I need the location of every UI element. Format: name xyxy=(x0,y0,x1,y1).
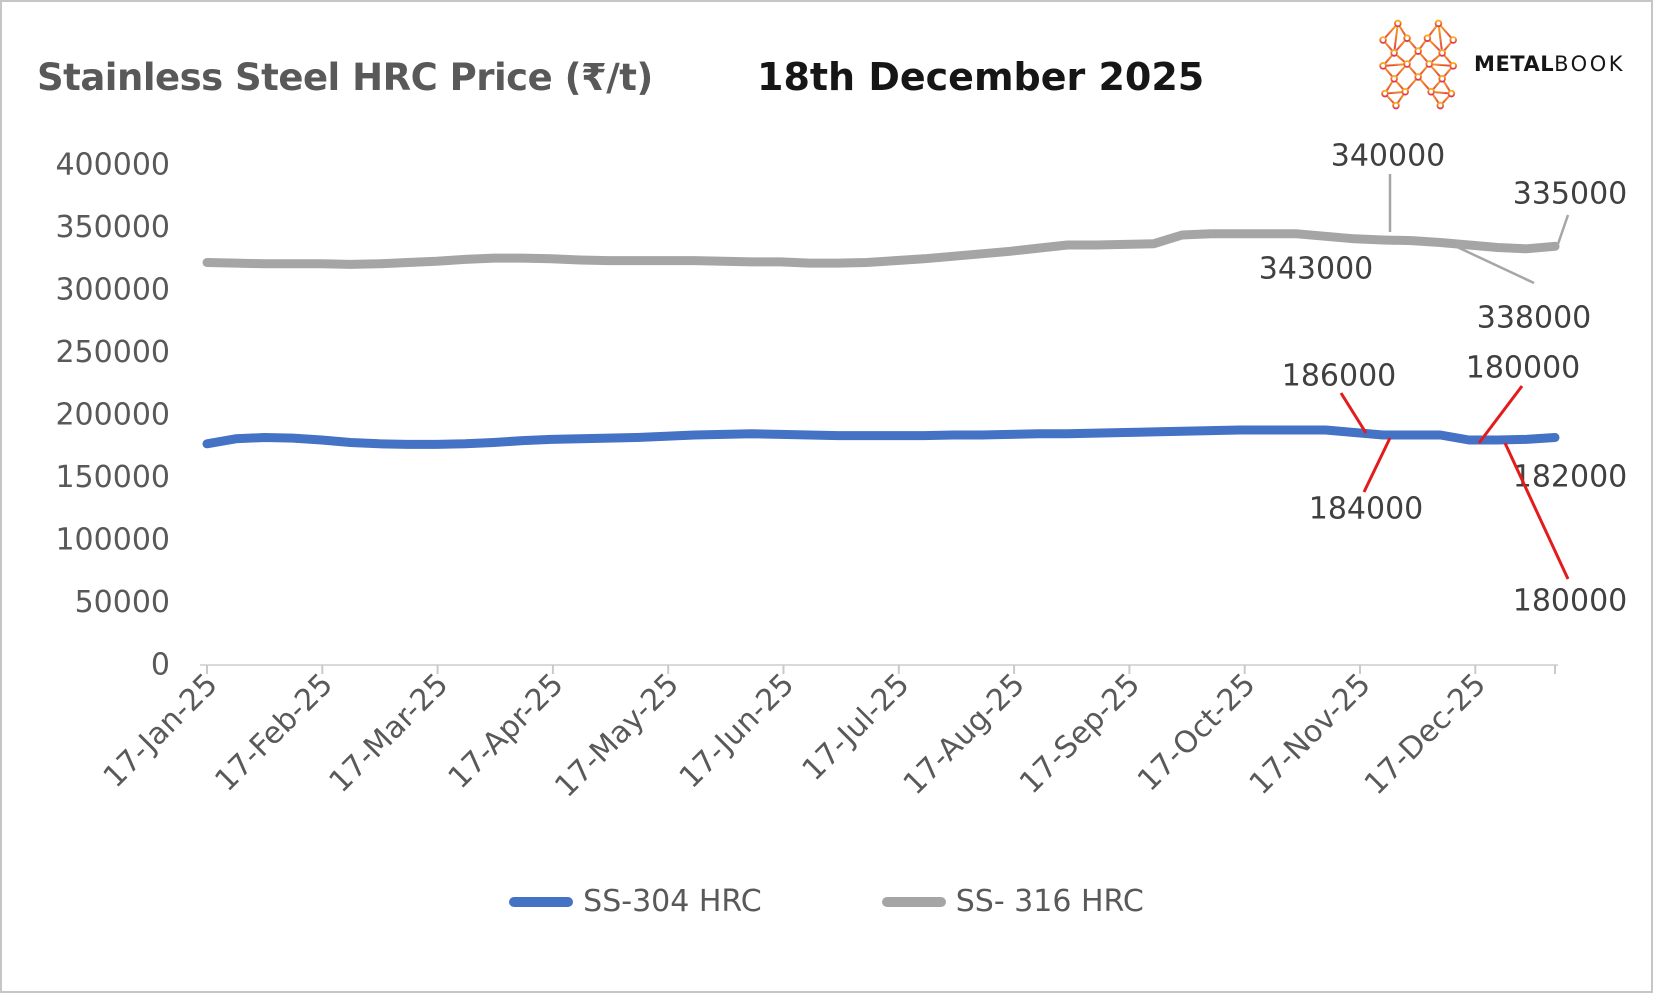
x-axis-tick-label-group: 17-Oct-25 xyxy=(1131,667,1262,798)
y-axis-tick-label: 0 xyxy=(151,648,170,683)
x-axis-tick-label: 17-Jun-25 xyxy=(673,667,801,795)
x-axis-tick-label: 17-Feb-25 xyxy=(208,667,340,799)
annotation-leader-line xyxy=(1556,214,1570,245)
annotation-value-label: 338000 xyxy=(1477,301,1592,336)
y-axis-tick-label: 50000 xyxy=(75,585,170,620)
y-axis-tick-label: 400000 xyxy=(55,148,170,183)
annotation-value-label: 180000 xyxy=(1513,584,1628,619)
ss304-line-swatch xyxy=(509,896,574,907)
x-axis-tick-label: 17-Dec-25 xyxy=(1358,667,1493,802)
annotation-value-label: 340000 xyxy=(1331,139,1446,174)
x-axis-tick-label: 17-Nov-25 xyxy=(1243,667,1378,802)
ss304-price-line xyxy=(202,425,1560,449)
page-title: Stainless Steel HRC Price (₹/t) xyxy=(37,56,653,99)
annotation-leader-line xyxy=(1454,244,1535,285)
annotation-value-label: 335000 xyxy=(1513,177,1628,212)
x-axis-tick-label: 17-Mar-25 xyxy=(323,667,456,800)
metalbook-m-network-icon xyxy=(1379,19,1458,110)
x-axis-tick-label: 17-Sep-25 xyxy=(1013,667,1147,801)
y-axis-tick-label: 350000 xyxy=(55,210,170,245)
x-axis-tick-label-group: 17-Jul-25 xyxy=(796,667,917,788)
y-axis-tick-label: 200000 xyxy=(55,398,170,433)
x-axis-tick-label-group: 17-Jan-25 xyxy=(97,667,225,795)
annotation-value-label: 180000 xyxy=(1466,351,1581,386)
report-date: 18th December 2025 xyxy=(757,55,1205,99)
legend-label-ss304: SS-304 HRC xyxy=(583,884,762,919)
brand-wordmark: METALBOOK xyxy=(1474,52,1625,76)
x-axis-tick-label-group: 17-Aug-25 xyxy=(897,667,1032,802)
annotation-value-label: 343000 xyxy=(1259,252,1374,287)
ss316-price-line xyxy=(202,229,1560,269)
x-axis-tick-label-group: 17-Dec-25 xyxy=(1358,667,1493,802)
brand-metal: METAL xyxy=(1474,52,1555,76)
annotation-value-label: 184000 xyxy=(1309,492,1424,527)
annotation-leader-line xyxy=(1362,437,1392,493)
legend-item-ss316: SS- 316 HRC xyxy=(881,884,1144,919)
x-axis-tick-label: 17-Jan-25 xyxy=(97,667,225,795)
x-axis-tick-label: 17-Jul-25 xyxy=(796,667,917,788)
ss316-line-swatch xyxy=(881,896,946,907)
metalbook-logo: METALBOOK xyxy=(1379,16,1625,112)
x-axis-tick-label: 17-Oct-25 xyxy=(1131,667,1262,798)
legend-label-ss316: SS- 316 HRC xyxy=(955,884,1144,919)
x-axis-tick-label-group: 17-Sep-25 xyxy=(1013,667,1147,801)
legend-item-ss304: SS-304 HRC xyxy=(509,884,762,919)
y-axis-tick-label: 100000 xyxy=(55,523,170,558)
y-axis-tick-label: 250000 xyxy=(55,335,170,370)
y-axis-tick-label: 300000 xyxy=(55,273,170,308)
annotation-leader-line xyxy=(1503,442,1570,580)
chart-legend: SS-304 HRC SS- 316 HRC xyxy=(2,884,1651,919)
x-axis-tick-label-group: 17-Jun-25 xyxy=(673,667,801,795)
annotation-leader-line xyxy=(1339,392,1368,434)
brand-book: BOOK xyxy=(1554,52,1625,76)
x-axis-tick-label-group: 17-Nov-25 xyxy=(1243,667,1378,802)
x-axis-tick-label-group: 17-Feb-25 xyxy=(208,667,340,799)
x-axis-tick-label-group: 17-May-25 xyxy=(548,667,686,805)
x-axis-tick-label-group: 17-Mar-25 xyxy=(323,667,456,800)
annotation-value-label: 182000 xyxy=(1513,460,1628,495)
x-axis-tick-label: 17-Aug-25 xyxy=(897,667,1032,802)
annotation-leader-line xyxy=(1477,385,1524,444)
y-axis-tick-label: 150000 xyxy=(55,460,170,495)
x-axis-tick-label: 17-May-25 xyxy=(548,667,686,805)
annotation-value-label: 186000 xyxy=(1282,359,1397,394)
